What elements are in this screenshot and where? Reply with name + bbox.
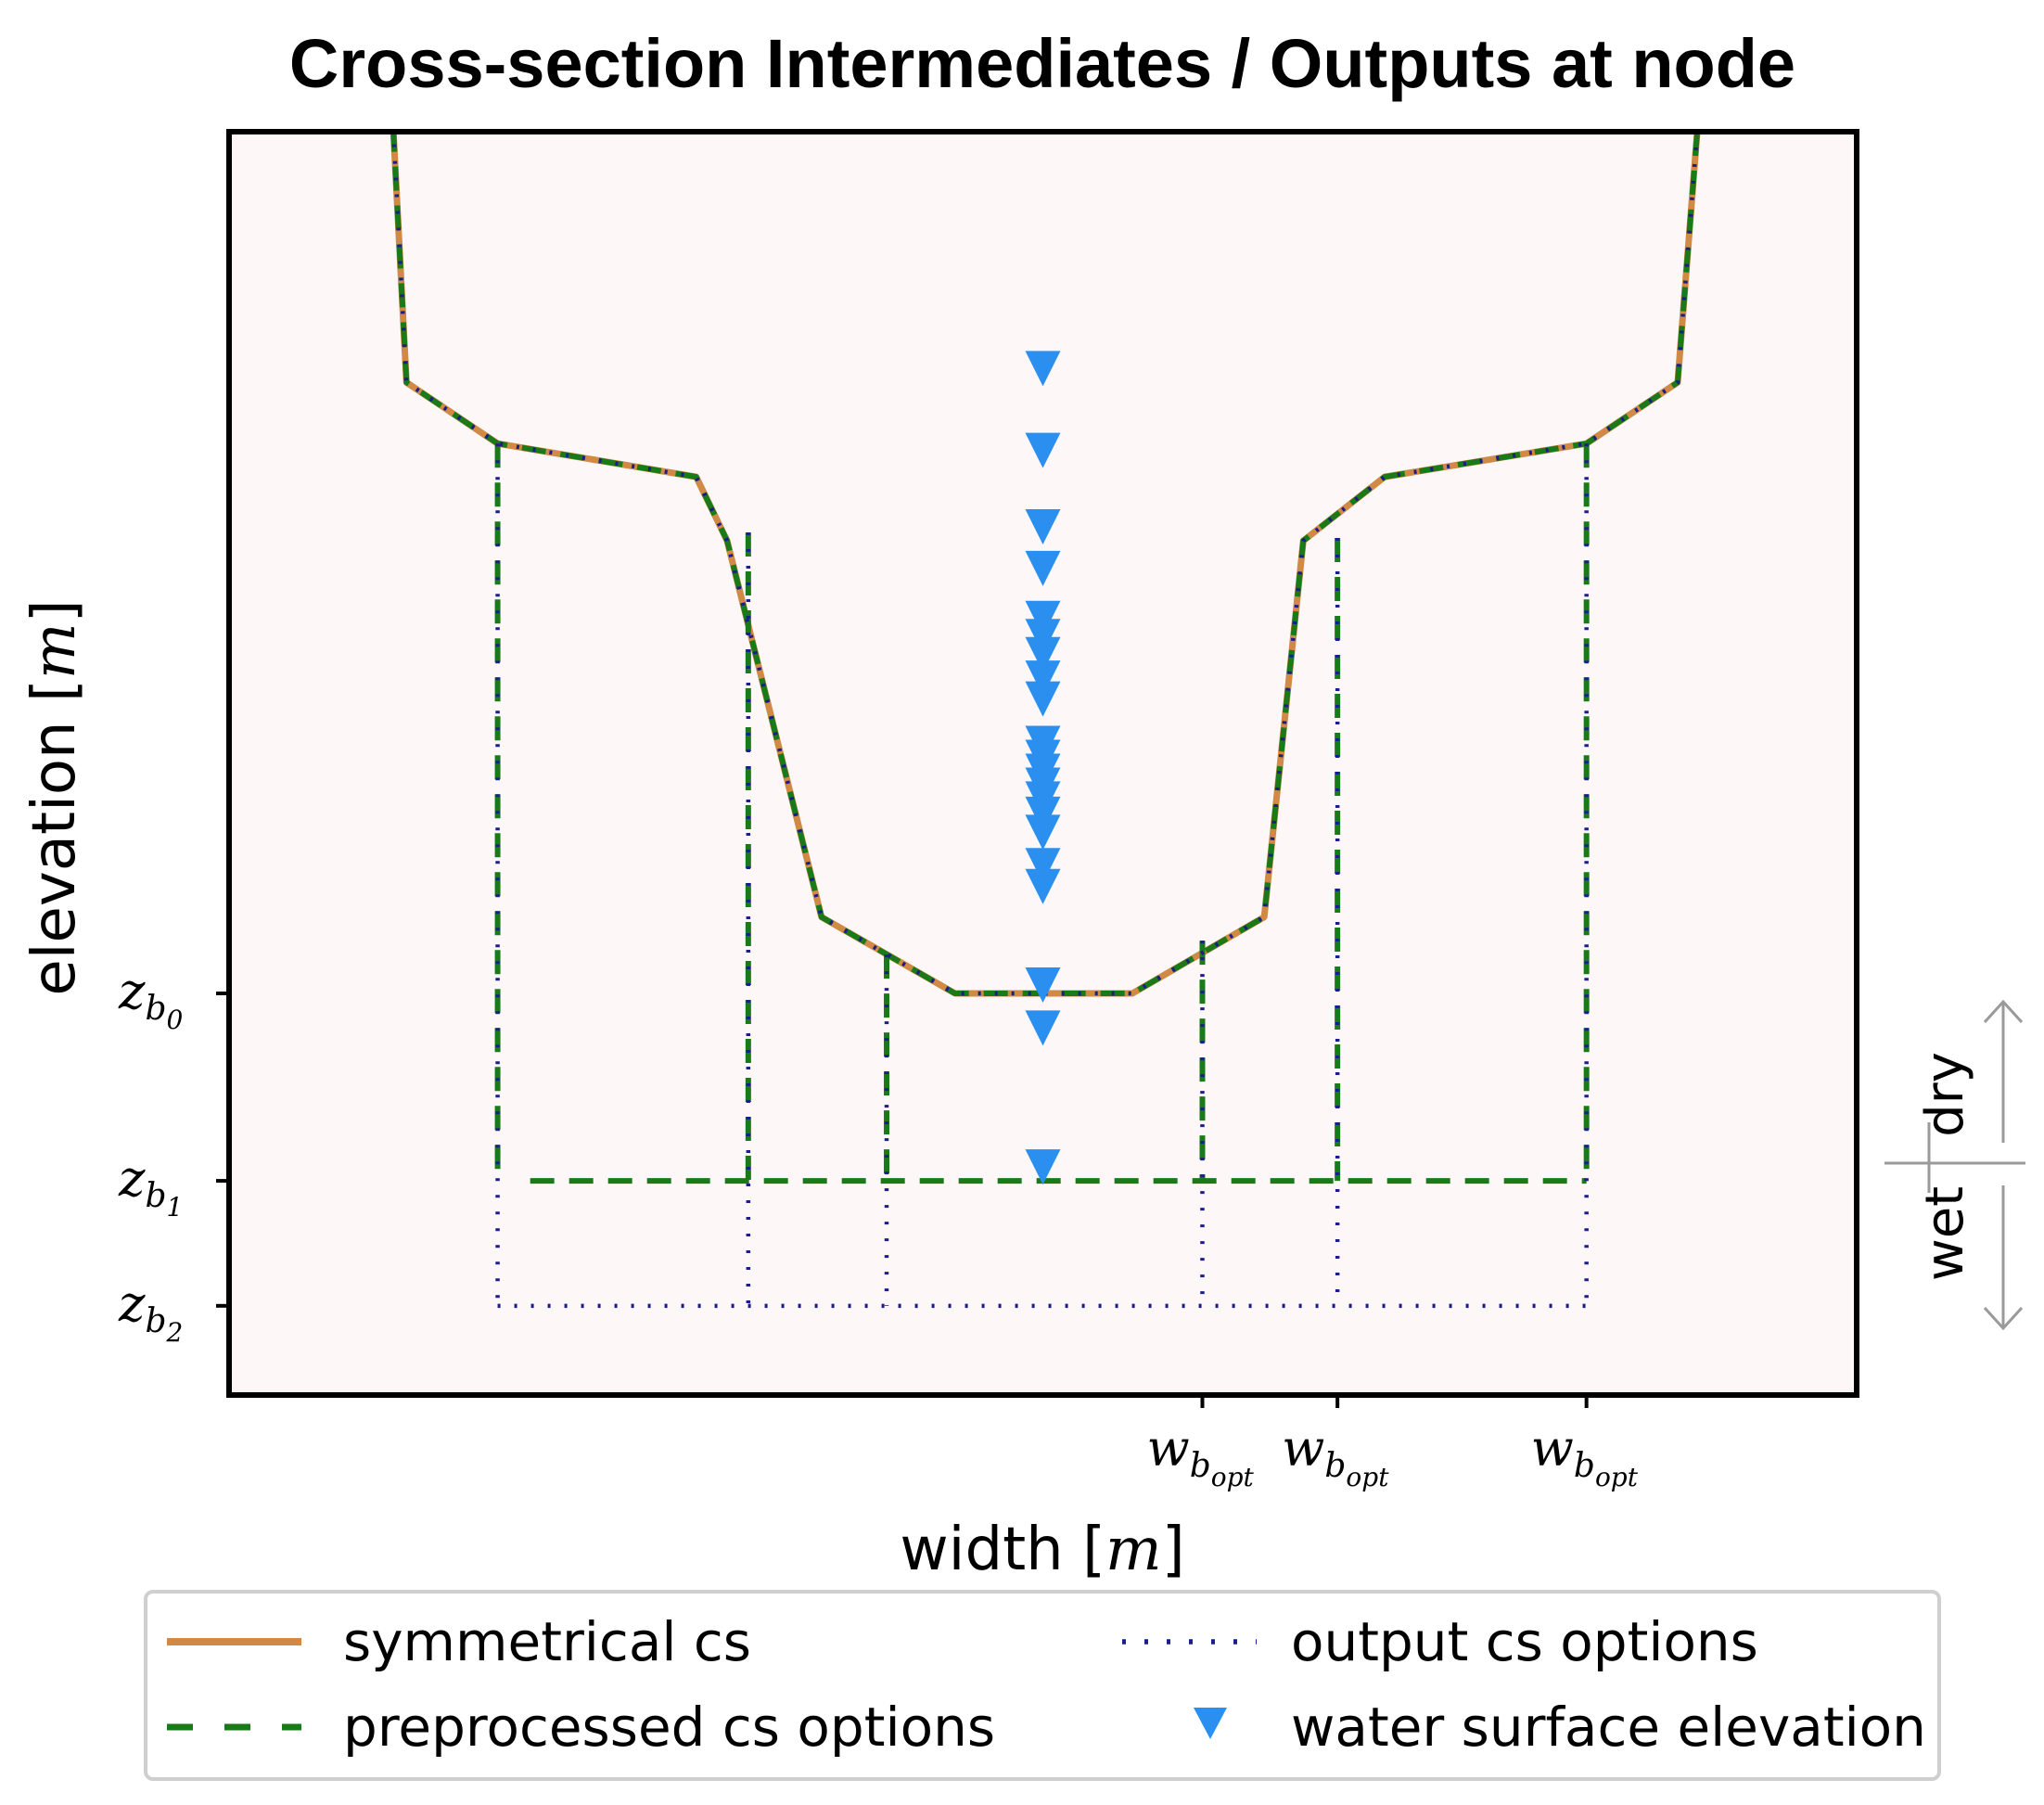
legend-label: water surface elevation [1291, 1696, 1926, 1759]
wet-label: wet [1915, 1186, 1975, 1281]
chart-title: Cross-section Intermediates / Outputs at… [289, 25, 1795, 102]
water-surface-marker [1025, 681, 1061, 717]
water-surface-marker [1025, 550, 1061, 586]
legend-box [144, 1590, 1941, 1781]
y-tick-label: zb0 [118, 962, 183, 1035]
dry-label: dry [1915, 1052, 1975, 1137]
y-tick-label: zb1 [118, 1149, 183, 1223]
wet-dry-annotation: dry wet [1884, 999, 2025, 1331]
water-surface-marker [1025, 619, 1061, 655]
x-tick-label: wbopt [1282, 1419, 1389, 1492]
water-surface-marker [1025, 1149, 1061, 1185]
water-surface-marker [1025, 796, 1061, 832]
water-surface-marker [1025, 636, 1061, 672]
x-axis-label: width [m] [900, 1516, 1184, 1584]
wet-arrowhead [1983, 1306, 2024, 1331]
water-surface-marker [1025, 432, 1061, 468]
legend-label: symmetrical cs [343, 1610, 751, 1673]
legend-item: preprocessed cs options [167, 1696, 995, 1759]
water-surface-marker [1025, 1010, 1061, 1046]
y-axis-label: elevation [m] [20, 599, 89, 995]
water-surface-marker [1025, 509, 1061, 545]
water-surface-marker [1025, 351, 1061, 387]
x-tick-label: wbopt [1531, 1419, 1639, 1492]
water-surface-marker [1025, 848, 1061, 884]
legend-item: symmetrical cs [167, 1610, 751, 1673]
legend-swatch [1194, 1708, 1227, 1739]
legend-label: output cs options [1291, 1610, 1758, 1673]
water-surface-marker [1025, 868, 1061, 904]
water-surface-marker [1025, 814, 1061, 851]
legend-label: preprocessed cs options [343, 1696, 995, 1759]
y-tick-label: zb2 [118, 1274, 183, 1348]
water-surface-marker [1025, 660, 1061, 697]
plot-frame [226, 129, 1859, 1398]
legend-item: output cs options [1122, 1610, 1758, 1673]
water-surface-marker [1025, 600, 1061, 636]
dry-arrowhead [1983, 999, 2024, 1024]
x-tick-label: wbopt [1146, 1419, 1254, 1492]
legend-item: water surface elevation [1194, 1696, 1926, 1759]
water-surface-marker [1025, 967, 1061, 1004]
